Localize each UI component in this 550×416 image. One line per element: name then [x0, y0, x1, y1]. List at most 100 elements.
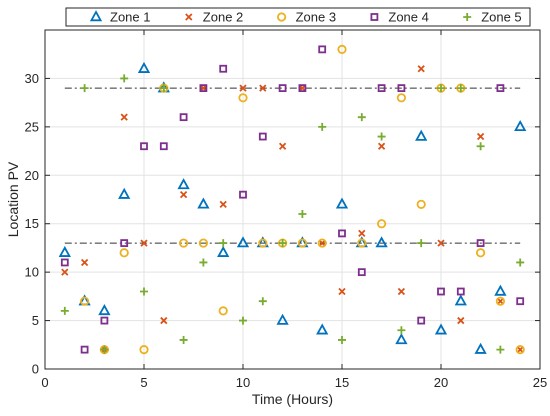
y-axis-ticks: 0 5 10 15 20 25 30 [25, 71, 540, 377]
data-point [199, 84, 208, 92]
data-point [140, 239, 148, 247]
data-point [238, 93, 248, 103]
data-point [476, 239, 485, 247]
x-tick-label: 5 [140, 375, 147, 390]
data-point [60, 306, 69, 315]
data-point [377, 132, 386, 141]
data-point [80, 258, 89, 267]
legend-box [65, 7, 531, 27]
legend-label: Zone 5 [481, 10, 521, 25]
legend-item-zone-4: Zone 4 [370, 10, 429, 25]
data-point [239, 316, 247, 325]
data-point [218, 306, 228, 316]
data-point [494, 284, 507, 296]
y-tick-label: 5 [32, 313, 39, 328]
data-point [437, 287, 445, 296]
reference-lines [64, 87, 521, 244]
data-point [456, 287, 465, 296]
legend-item-zone-2: Zone 2 [185, 10, 243, 25]
x-tick-label: 25 [533, 375, 547, 390]
data-point [496, 297, 505, 305]
data-point [514, 120, 527, 132]
legend-marker [185, 13, 193, 21]
data-point [179, 238, 189, 248]
data-point [58, 245, 71, 257]
data-point [159, 84, 168, 93]
data-point [159, 142, 168, 151]
data-point [298, 210, 307, 219]
data-point [219, 200, 227, 208]
data-point [516, 258, 525, 267]
data-point [120, 113, 128, 121]
data-point [495, 296, 505, 306]
data-point [100, 316, 109, 325]
data-point [496, 345, 505, 354]
data-point [98, 304, 111, 316]
data-point [377, 142, 386, 150]
data-point [239, 190, 247, 199]
data-point [298, 84, 307, 92]
data-point [219, 64, 228, 73]
plot-frame [44, 29, 541, 370]
data-point [318, 45, 327, 54]
data-point [120, 239, 129, 247]
data-point [278, 84, 287, 93]
y-tick-label: 0 [32, 362, 39, 377]
data-point [437, 239, 445, 247]
data-point [375, 236, 388, 248]
legend-label: Zone 1 [110, 10, 150, 25]
data-point [437, 84, 445, 93]
data-point [140, 287, 148, 296]
data-point [476, 132, 485, 141]
data-point [335, 197, 349, 209]
data-point [338, 335, 346, 344]
x-tick-label: 10 [236, 375, 250, 390]
data-point [236, 236, 250, 248]
legend-label: Zone 4 [388, 10, 428, 25]
data-point [60, 258, 69, 267]
legend: Zone 1 Zone 2 Zone 3 Zone 4 Zone 5 [65, 7, 531, 27]
data-point [179, 335, 188, 344]
x-tick-label: 15 [335, 375, 349, 390]
x-tick-label: 20 [434, 375, 448, 390]
series-zone-5 [60, 74, 525, 354]
data-points [58, 44, 527, 355]
data-point [415, 129, 428, 141]
data-point [80, 345, 89, 354]
data-point [258, 132, 267, 141]
data-point [318, 122, 327, 131]
y-tick-label: 25 [25, 119, 39, 134]
data-point [317, 238, 327, 248]
data-point [298, 84, 307, 93]
data-point [179, 191, 188, 199]
data-point [396, 93, 406, 103]
data-point [357, 268, 366, 277]
legend-label: Zone 3 [296, 10, 336, 25]
data-point [516, 345, 524, 354]
data-point [219, 239, 228, 248]
data-point [139, 345, 149, 355]
data-point [416, 199, 426, 209]
data-point [357, 238, 367, 248]
series-zone-4 [60, 45, 525, 354]
data-point [417, 65, 425, 73]
data-point [197, 197, 210, 209]
series-zone-1 [58, 61, 527, 354]
y-axis-label: Location PV [5, 161, 21, 237]
data-point [474, 342, 487, 354]
data-point [358, 229, 366, 238]
data-point [258, 297, 267, 306]
data-point [80, 84, 89, 93]
data-point [357, 113, 366, 122]
y-tick-label: 30 [25, 71, 39, 86]
data-point [118, 187, 131, 199]
data-point [454, 294, 467, 306]
legend-marker [463, 13, 472, 21]
data-point [199, 258, 208, 267]
data-point [376, 219, 387, 229]
grid-lines [44, 30, 541, 370]
data-point [140, 142, 148, 151]
legend-label: Zone 2 [203, 10, 243, 25]
data-point [496, 84, 505, 93]
